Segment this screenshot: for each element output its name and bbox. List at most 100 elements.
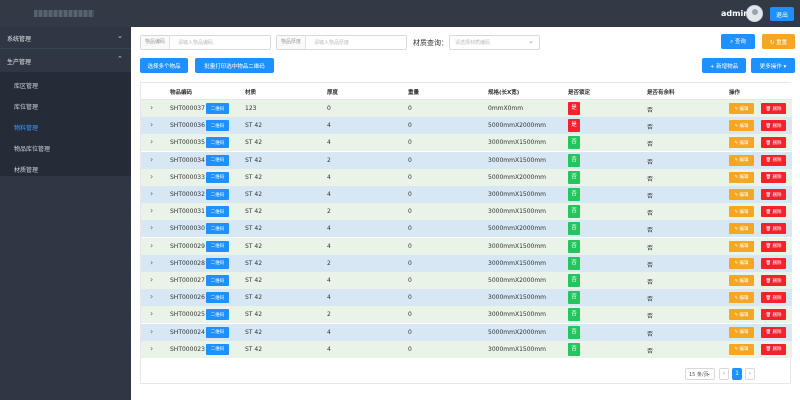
delete-button[interactable]: 🗑 删除	[761, 154, 786, 166]
chevron-right-icon[interactable]: ›	[150, 326, 154, 336]
page-size-select[interactable]: 15 条/页 ⌄	[685, 368, 715, 380]
edit-button[interactable]: ✎ 编辑	[729, 103, 754, 114]
chevron-right-icon[interactable]: ›	[150, 189, 154, 198]
chevron-right-icon[interactable]: ›	[150, 292, 154, 302]
table-row[interactable]: › SHT000037 二维码 123 0 0 0mmX0mm 是 否 ✎ 编辑 🗑 删除	[141, 100, 792, 117]
logout-button[interactable]: 退出	[770, 7, 794, 21]
edit-button[interactable]: ✎ 编辑	[729, 309, 754, 321]
delete-button[interactable]: 🗑 删除	[761, 275, 786, 286]
delete-button[interactable]: 🗑 删除	[761, 137, 786, 149]
thickness-input[interactable]	[314, 37, 404, 48]
edit-button[interactable]: ✎ 编辑	[729, 326, 754, 338]
table-row[interactable]: › SHT000035 二维码 ST 42 4 0 3000mmX1500mm 否 否 ✎ 编辑 🗑…	[141, 134, 792, 152]
delete-button[interactable]: 🗑 删除	[761, 103, 786, 114]
menu-group-production[interactable]: 生产管理 ⌃	[0, 50, 131, 72]
edit-button[interactable]: ✎ 编辑	[729, 189, 754, 200]
next-page-button[interactable]: ›	[745, 368, 755, 380]
edit-button[interactable]: ✎ 编辑	[729, 292, 754, 304]
delete-button[interactable]: 🗑 删除	[761, 223, 786, 235]
table-row[interactable]: › SHT000031 二维码 ST 42 2 0 3000mmX1500mm 否 否 ✎ 编辑 🗑…	[141, 203, 792, 221]
edit-button[interactable]: ✎ 编辑	[729, 343, 754, 355]
chevron-right-icon[interactable]: ›	[150, 154, 154, 164]
delete-button[interactable]: 🗑 删除	[761, 206, 786, 218]
column-header[interactable]: 物品编码	[170, 90, 193, 96]
select-multiple-button[interactable]: 选择多个物品	[140, 58, 188, 73]
qr-code-button[interactable]: 二维码	[206, 154, 229, 166]
reset-button[interactable]: ↻ 重置	[762, 34, 795, 49]
sidebar-item-location[interactable]: 库位管理	[14, 104, 39, 111]
table-row[interactable]: › SHT000027 二维码 ST 42 4 0 5000mmX2000mm 否 否 ✎ 编辑 🗑…	[141, 272, 792, 289]
more-actions-button[interactable]: 更多操作 ▾	[751, 58, 795, 73]
delete-button[interactable]: 🗑 删除	[761, 326, 786, 338]
add-item-button[interactable]: + 新增物品	[702, 58, 746, 73]
sidebar-item-texture[interactable]: 材质管理	[14, 167, 39, 174]
edit-button[interactable]: ✎ 编辑	[729, 240, 754, 252]
page-button[interactable]: 1	[732, 368, 742, 380]
edit-button[interactable]: ✎ 编辑	[729, 171, 754, 183]
material-select[interactable]: 请选择材质编码 ⌄	[449, 35, 540, 50]
qr-code-button[interactable]: 二维码	[206, 103, 229, 114]
qr-code-button[interactable]: 二维码	[206, 275, 229, 286]
table-row[interactable]: › SHT000026 二维码 ST 42 4 0 3000mmX1500mm 否 否 ✎ 编辑 🗑…	[141, 289, 792, 307]
table-row[interactable]: › SHT000033 二维码 ST 42 4 0 5000mmX2000mm 否 否 ✎ 编辑 🗑…	[141, 168, 792, 186]
qr-code-button[interactable]: 二维码	[206, 326, 229, 338]
delete-button[interactable]: 🗑 删除	[761, 120, 786, 132]
table-row[interactable]: › SHT000030 二维码 ST 42 4 0 5000mmX2000mm 否 否 ✎ 编辑 🗑…	[141, 220, 792, 238]
table-row[interactable]: › SHT000023 二维码 ST 42 4 0 3000mmX1500mm 否 否 ✎ 编辑 🗑…	[141, 340, 792, 358]
qr-code-button[interactable]: 二维码	[206, 223, 229, 235]
batch-print-qr-button[interactable]: 批量打印选中物品二维码	[195, 58, 274, 73]
delete-button[interactable]: 🗑 删除	[761, 171, 786, 183]
search-button[interactable]: ⌕ 查询	[721, 34, 755, 49]
code-input[interactable]	[178, 37, 268, 48]
qr-code-button[interactable]: 二维码	[206, 240, 229, 252]
table-row[interactable]: › SHT000028 二维码 ST 42 2 0 3000mmX1500mm 否 否 ✎ 编辑 🗑…	[141, 254, 792, 272]
column-header[interactable]: 操作	[729, 90, 741, 96]
table-row[interactable]: › SHT000032 二维码 ST 42 4 0 3000mmX1500mm 否 否 ✎ 编辑 🗑…	[141, 186, 792, 203]
column-header[interactable]: 厚度	[327, 90, 339, 96]
chevron-right-icon[interactable]: ›	[150, 275, 154, 284]
table-row[interactable]: › SHT000024 二维码 ST 42 4 0 5000mmX2000mm 否 否 ✎ 编辑 🗑…	[141, 323, 792, 341]
chevron-right-icon[interactable]: ›	[150, 137, 154, 147]
edit-button[interactable]: ✎ 编辑	[729, 223, 754, 235]
column-header[interactable]: 重量	[408, 90, 420, 96]
delete-button[interactable]: 🗑 删除	[761, 240, 786, 252]
chevron-right-icon[interactable]: ›	[150, 103, 154, 112]
qr-code-button[interactable]: 二维码	[206, 257, 229, 269]
qr-code-button[interactable]: 二维码	[206, 171, 229, 183]
table-row[interactable]: › SHT000029 二维码 ST 42 4 0 3000mmX1500mm 否 否 ✎ 编辑 🗑…	[141, 237, 792, 255]
column-header[interactable]: 是否有余料	[647, 90, 675, 96]
edit-button[interactable]: ✎ 编辑	[729, 154, 754, 166]
chevron-right-icon[interactable]: ›	[150, 120, 154, 130]
qr-code-button[interactable]: 二维码	[206, 137, 229, 149]
delete-button[interactable]: 🗑 删除	[761, 257, 786, 269]
delete-button[interactable]: 🗑 删除	[761, 189, 786, 200]
menu-group-system[interactable]: 系统管理 ⌄	[0, 27, 131, 49]
qr-code-button[interactable]: 二维码	[206, 292, 229, 304]
column-header[interactable]: 是否锁定	[568, 90, 591, 96]
delete-button[interactable]: 🗑 删除	[761, 292, 786, 304]
chevron-right-icon[interactable]: ›	[150, 309, 154, 319]
qr-code-button[interactable]: 二维码	[206, 120, 229, 132]
qr-code-button[interactable]: 二维码	[206, 189, 229, 200]
edit-button[interactable]: ✎ 编辑	[729, 206, 754, 218]
delete-button[interactable]: 🗑 删除	[761, 309, 786, 321]
chevron-right-icon[interactable]: ›	[150, 257, 154, 267]
table-row[interactable]: › SHT000036 二维码 ST 42 4 0 5000mmX2000mm 是 否 ✎ 编辑 🗑…	[141, 117, 792, 135]
sidebar-item-item-location[interactable]: 物品库位管理	[14, 146, 51, 153]
edit-button[interactable]: ✎ 编辑	[729, 257, 754, 269]
edit-button[interactable]: ✎ 编辑	[729, 137, 754, 149]
column-header[interactable]: 材质	[245, 90, 257, 96]
sidebar-item-zone[interactable]: 库区管理	[14, 83, 39, 90]
avatar[interactable]	[746, 5, 763, 22]
column-header[interactable]: 规格(长X宽)	[488, 90, 520, 96]
sidebar-item-material[interactable]: 物料管理	[14, 125, 39, 132]
chevron-right-icon[interactable]: ›	[150, 171, 154, 181]
chevron-right-icon[interactable]: ›	[150, 206, 154, 216]
prev-page-button[interactable]: ‹	[719, 368, 729, 380]
edit-button[interactable]: ✎ 编辑	[729, 120, 754, 132]
delete-button[interactable]: 🗑 删除	[761, 343, 786, 355]
table-row[interactable]: › SHT000034 二维码 ST 42 2 0 3000mmX1500mm 否 否 ✎ 编辑 🗑…	[141, 151, 792, 169]
chevron-right-icon[interactable]: ›	[150, 240, 154, 250]
table-row[interactable]: › SHT000025 二维码 ST 42 2 0 3000mmX1500mm 否 否 ✎ 编辑 🗑…	[141, 306, 792, 324]
qr-code-button[interactable]: 二维码	[206, 206, 229, 218]
